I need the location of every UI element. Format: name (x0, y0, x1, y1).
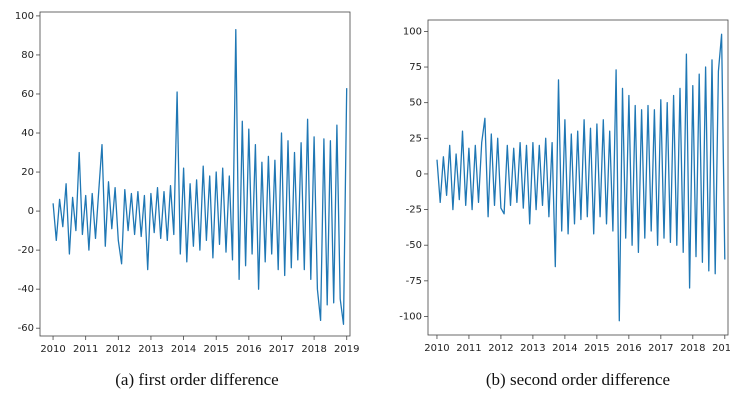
y-tick-label: -50 (406, 240, 422, 251)
caption: (b) second order difference (486, 370, 670, 389)
x-tick-label: 2017 (269, 344, 294, 355)
plot-frame (427, 19, 729, 336)
x-tick-label: 2018 (301, 344, 326, 355)
x-tick-label: 2018 (680, 343, 705, 354)
data-line (436, 33, 726, 322)
x-tick-label: 2016 (616, 343, 641, 354)
y-tick-label: -40 (18, 284, 34, 295)
y-tick-label: -25 (406, 205, 422, 216)
data-line (52, 28, 348, 325)
y-tick-label: 100 (15, 11, 34, 22)
y-tick-label: 50 (409, 98, 422, 109)
y-tick-label: 0 (28, 206, 34, 217)
y-tick-label: -75 (406, 276, 422, 287)
y-tick-label: -60 (18, 323, 34, 334)
x-tick-label: 2015 (584, 343, 609, 354)
x-tick-label: 2014 (171, 344, 196, 355)
y-tick-label: -20 (18, 245, 34, 256)
y-tick-label: 20 (21, 167, 34, 178)
x-tick-label: 2015 (203, 344, 228, 355)
y-tick-label: 60 (21, 89, 34, 100)
x-tick-label: 2011 (456, 343, 481, 354)
plot-frame (39, 11, 351, 337)
y-tick-label: -100 (399, 311, 422, 322)
y-tick-label: 25 (409, 133, 422, 144)
y-tick-label: 0 (416, 169, 422, 180)
y-tick-label: 40 (21, 128, 34, 139)
x-tick-label: 2019 (712, 343, 730, 354)
x-tick-label: 2012 (488, 343, 513, 354)
y-tick-label: 80 (21, 50, 34, 61)
x-tick-label: 2011 (73, 344, 98, 355)
x-tick-label: 2012 (106, 344, 131, 355)
x-tick-label: 2014 (552, 343, 577, 354)
x-tick-label: 2013 (520, 343, 545, 354)
x-tick-label: 2010 (424, 343, 449, 354)
caption: (a) first order difference (115, 370, 278, 389)
x-tick-label: 2010 (40, 344, 65, 355)
x-tick-label: 2017 (648, 343, 673, 354)
x-tick-label: 2013 (138, 344, 163, 355)
x-tick-label: 2016 (236, 344, 261, 355)
y-tick-label: 100 (403, 26, 422, 37)
x-tick-label: 2019 (334, 344, 359, 355)
y-tick-label: 75 (409, 62, 422, 73)
